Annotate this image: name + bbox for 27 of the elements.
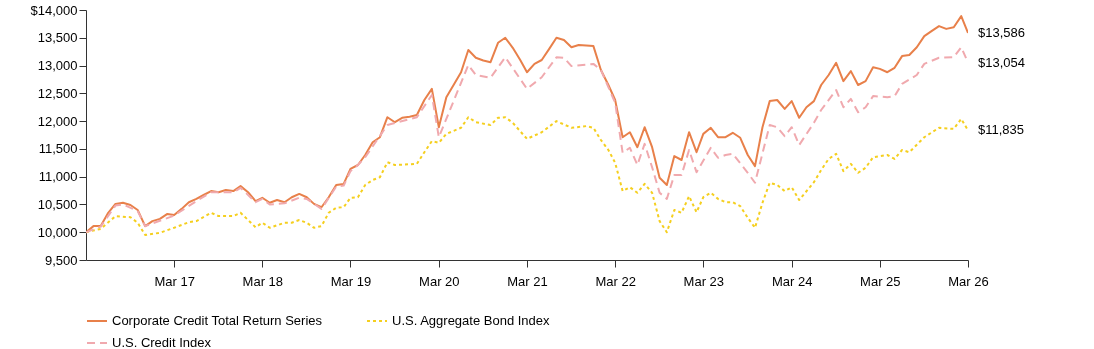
y-tick-label: 10,500 (37, 196, 78, 212)
legend-label: U.S. Aggregate Bond Index (392, 313, 551, 328)
y-tick-label: $14,000 (30, 2, 78, 18)
annotation: $13,586 (978, 25, 1025, 40)
x-tick-label: Mar 23 (683, 273, 725, 289)
legend-label: U.S. Credit Index (112, 335, 212, 349)
x-tick-label: Mar 25 (860, 273, 901, 289)
x-tick-label: Mar 22 (595, 273, 636, 289)
annotation: $11,835 (978, 122, 1025, 138)
y-tick-label: 9,500 (44, 252, 78, 268)
x-tick-label: Mar 26 (948, 273, 989, 289)
y-tick-label: 10,000 (37, 224, 78, 240)
x-tick-label: Mar 18 (242, 273, 284, 289)
y-tick-label: 13,000 (37, 58, 78, 74)
legend-label: Corporate Credit Total Return Series (112, 313, 323, 328)
x-tick-label: Mar 24 (771, 273, 813, 289)
y-tick-label: 12,000 (37, 113, 78, 129)
y-tick-label: 13,500 (37, 30, 78, 46)
x-tick-label: Mar 17 (154, 273, 195, 289)
annotation: $13,054 (978, 54, 1025, 70)
x-tick-label: Mar 19 (330, 273, 372, 289)
y-tick-label: 11,500 (38, 141, 78, 157)
x-tick-label: Mar 21 (507, 273, 548, 289)
y-tick-label: 11,000 (38, 169, 78, 185)
y-tick-label: 12,500 (37, 85, 78, 101)
x-tick-label: Mar 20 (419, 273, 460, 289)
line-series (86, 116, 968, 236)
